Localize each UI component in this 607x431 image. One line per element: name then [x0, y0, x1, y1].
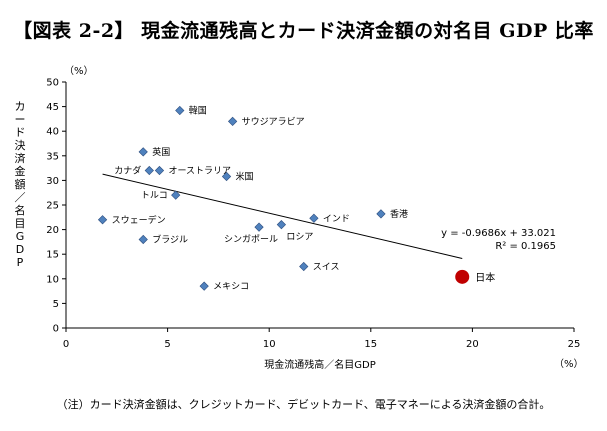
y-tick-label: 45 — [46, 102, 59, 113]
y-tick-label: 10 — [46, 274, 59, 285]
footnote: （注）カード決済金額は、クレジットカード、デビットカード、電子マネーによる決済金… — [56, 398, 551, 411]
highlight-label: 日本 — [475, 271, 495, 284]
data-point — [171, 190, 181, 200]
page-title: 【図表 2-2】 現金流通残高とカード決済金額の対名目 GDP 比率 — [13, 20, 594, 42]
data-point — [175, 105, 185, 116]
x-tick-label: 0 — [63, 339, 69, 350]
point-label: カナダ — [114, 165, 141, 177]
y-tick-label: 30 — [46, 176, 59, 187]
point-label: インド — [323, 214, 350, 224]
x-tick-label: 5 — [164, 339, 170, 350]
axes: 0 5 10 15 20 25 30 35 40 45 50 0 5 10 15 20 25 — [46, 78, 580, 351]
y-tick-label: 0 — [53, 324, 59, 335]
y-tick-label: 40 — [46, 127, 59, 138]
point-label: 韓国 — [189, 106, 207, 117]
x-tick-label: 20 — [466, 339, 479, 350]
point-label: メキシコ — [213, 282, 249, 292]
x-tick-label: 15 — [364, 339, 377, 350]
x-unit: （%） — [554, 358, 584, 370]
y-tick-label: 5 — [53, 299, 59, 310]
data-points — [97, 105, 470, 291]
data-point — [221, 171, 232, 182]
point-label: サウジアラビア — [242, 116, 305, 127]
point-label: シンガポール — [224, 234, 278, 245]
point-label: スウェーデン — [112, 214, 166, 226]
data-point — [144, 165, 154, 176]
y-tick-label: 25 — [46, 201, 59, 212]
y-tick-label: 35 — [46, 151, 59, 162]
point-label: ロシア — [286, 233, 313, 243]
trendline-equation: y = -0.9686x + 33.021 — [441, 228, 556, 239]
data-point — [299, 261, 309, 272]
data-point — [227, 116, 238, 126]
trendline-group — [102, 173, 463, 259]
data-point — [138, 147, 148, 157]
r-squared: R² = 0.1965 — [495, 241, 556, 252]
data-point — [376, 209, 386, 219]
data-point — [138, 234, 148, 245]
highlight-point-japan — [455, 269, 470, 284]
data-point — [154, 165, 165, 176]
point-label: オーストラリア — [168, 166, 231, 177]
y-tick-label: 15 — [46, 250, 59, 261]
x-tick-label: 10 — [263, 339, 276, 350]
data-point — [199, 281, 209, 291]
data-point — [254, 222, 264, 232]
data-point — [97, 215, 108, 225]
point-label: 英国 — [152, 146, 170, 158]
y-unit: （%） — [64, 65, 94, 77]
trendline — [102, 173, 463, 259]
data-point — [276, 220, 287, 230]
y-tick-label: 50 — [46, 78, 59, 89]
x-tick-label: 25 — [568, 339, 581, 350]
point-label: ブラジル — [152, 233, 188, 245]
point-label: スイス — [313, 263, 340, 273]
point-label: 香港 — [390, 208, 408, 220]
y-axis-label: カード決済金額／名目 G D P — [15, 100, 26, 269]
y-tick-label: 20 — [46, 225, 59, 236]
point-label: トルコ — [141, 191, 168, 201]
x-axis-label: 現金流通残高／名目GDP — [264, 358, 375, 371]
data-point — [309, 213, 319, 223]
point-label: 米国 — [236, 170, 254, 182]
